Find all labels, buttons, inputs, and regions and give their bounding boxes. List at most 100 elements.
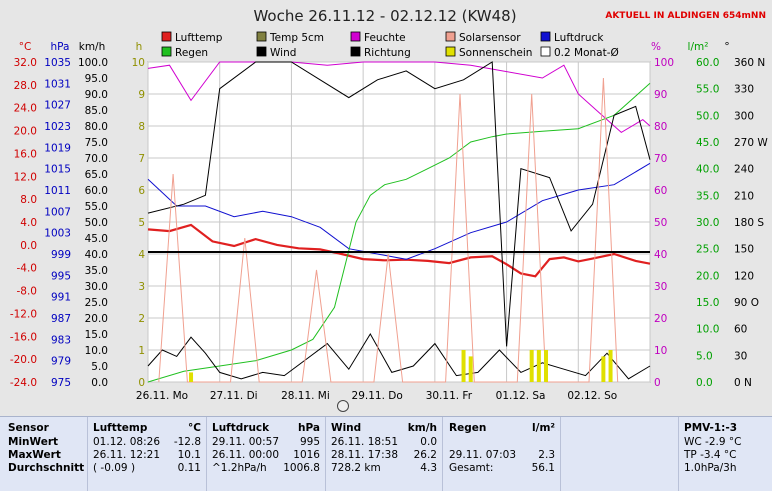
dir-tick-label: 360 N — [734, 57, 765, 69]
rain-tick-label: 25.0 — [696, 244, 719, 256]
luftdruck-avg-value: 1006.8 — [283, 462, 320, 474]
pct-tick-label: 80 — [654, 121, 667, 133]
header-pmv: PMV-1:-3 — [684, 422, 738, 434]
header-luftdruck-unit: hPa — [298, 422, 320, 434]
legend-label: Richtung — [364, 47, 411, 59]
speed-tick-label: 10.0 — [85, 345, 108, 357]
regen-max-value: 2.3 — [538, 449, 555, 461]
pct-tick-label: 60 — [654, 185, 667, 197]
pct-tick-label: 10 — [654, 345, 667, 357]
sunshine-bar — [189, 372, 194, 382]
regen-max-time: 29.11. 07:03 — [449, 449, 516, 461]
speed-tick-label: 20.0 — [85, 313, 108, 325]
press-tick-label: 979 — [51, 356, 71, 368]
regen-line — [147, 82, 651, 383]
press-tick-label: 995 — [51, 270, 71, 282]
x-axis-labels: 26.11. Mo 27.11. Di 28.11. Mi 29.11. Do 30.1… — [136, 390, 617, 402]
dir-tick-label: 150 — [734, 244, 754, 256]
lufttemp-avg-trend: ( -0.09 ) — [93, 462, 136, 474]
legend-label: Solarsensor — [459, 32, 521, 44]
h-tick-label: 3 — [138, 281, 145, 293]
x-tick-label: 27.11. Di — [210, 390, 258, 402]
scroll-handle[interactable] — [337, 400, 349, 412]
h-tick-label: 5 — [138, 217, 145, 229]
legend-label: Sonnenschein — [459, 47, 532, 59]
series-layer — [147, 61, 651, 383]
h-tick-label: 6 — [138, 185, 145, 197]
press-tick-label: 1023 — [44, 121, 71, 133]
pmv-windchill: WC -2.9 °C — [684, 436, 742, 448]
legend-label: Temp 5cm — [269, 32, 324, 44]
rain-tick-label: 20.0 — [696, 270, 719, 282]
header-wind: Wind — [331, 422, 362, 434]
col-divider — [678, 417, 679, 491]
speed-tick-label: 85.0 — [85, 105, 108, 117]
row-label-avg: Durchschnitt — [8, 462, 85, 474]
speed-tick-label: 60.0 — [85, 185, 108, 197]
weather-chart: Woche 26.11.12 - 02.12.12 (KW48) AKTUELL… — [10, 7, 769, 402]
x-tick-label: 29.11. Do — [352, 390, 403, 402]
speed-tick-label: 5.0 — [91, 361, 108, 373]
press-tick-label: 987 — [51, 313, 71, 325]
press-tick-label: 1003 — [44, 228, 71, 240]
pct-tick-label: 50 — [654, 217, 667, 229]
temp-tick-label: -24.0 — [10, 377, 37, 389]
lufttemp-min-time: 01.12. 08:26 — [93, 436, 160, 448]
rain-tick-label: 30.0 — [696, 217, 719, 229]
temp-tick-label: -8.0 — [17, 286, 38, 298]
dir-tick-label: 180 S — [734, 217, 764, 229]
lufttemp-min-value: -12.8 — [173, 436, 201, 448]
speed-tick-label: 75.0 — [85, 137, 108, 149]
legend-label: Wind — [270, 47, 296, 59]
pmv-pressure-trend: 1.0hPa/3h — [684, 462, 737, 474]
x-tick-label: 26.11. Mo — [136, 390, 188, 402]
speed-tick-label: 30.0 — [85, 281, 108, 293]
speed-tick-label: 80.0 — [85, 121, 108, 133]
chart-title: Woche 26.11.12 - 02.12.12 (KW48) — [253, 7, 516, 25]
pct-tick-label: 40 — [654, 249, 667, 261]
rain-axis-unit: l/m² — [688, 41, 709, 53]
h-tick-label: 10 — [132, 57, 145, 69]
temp-tick-label: 0.0 — [20, 240, 37, 252]
rain-tick-label: 15.0 — [696, 297, 719, 309]
row-label-max: MaxWert — [8, 449, 61, 461]
speed-axis-unit: km/h — [79, 41, 106, 53]
header-lufttemp: Lufttemp — [93, 422, 148, 434]
luftdruck-min-value: 995 — [299, 436, 320, 448]
dir-tick-label: 0 N — [734, 377, 752, 389]
temp-tick-label: 12.0 — [14, 171, 37, 183]
luftdruck-line — [147, 162, 651, 260]
speed-tick-label: 90.0 — [85, 89, 108, 101]
dir-tick-label: 330 — [734, 84, 754, 96]
wind-distance: 728.2 km — [331, 462, 381, 474]
press-tick-label: 1007 — [44, 206, 71, 218]
feuchte-line — [147, 61, 651, 134]
temp-tick-label: -4.0 — [17, 263, 38, 275]
speed-tick-label: 45.0 — [85, 233, 108, 245]
legend-label: Lufttemp — [175, 32, 223, 44]
col-divider — [560, 417, 561, 491]
lufttemp-max-value: 10.1 — [177, 449, 201, 461]
pct-tick-label: 100 — [654, 57, 674, 69]
header-wind-unit: km/h — [407, 422, 437, 434]
speed-tick-label: 50.0 — [85, 217, 108, 229]
press-tick-label: 991 — [51, 292, 71, 304]
lufttemp-avg-value: 0.11 — [177, 462, 201, 474]
rain-tick-label: 40.0 — [696, 164, 719, 176]
legend-swatch — [350, 31, 361, 42]
sunshine-bar — [608, 350, 613, 382]
legend-swatch — [256, 31, 267, 42]
axis-ticks: 32.028.024.020.016.012.08.04.00.0-4.0-8.… — [10, 57, 769, 389]
speed-tick-label: 95.0 — [85, 73, 108, 85]
humidity-axis-unit: % — [651, 41, 661, 53]
press-tick-label: 1027 — [44, 100, 71, 112]
speed-tick-label: 35.0 — [85, 265, 108, 277]
x-tick-label: 28.11. Mi — [281, 390, 330, 402]
speed-tick-label: 25.0 — [85, 297, 108, 309]
rain-tick-label: 55.0 — [696, 84, 719, 96]
wind-max-value: 26.2 — [413, 449, 437, 461]
speed-tick-label: 65.0 — [85, 169, 108, 181]
header-luftdruck: Luftdruck — [212, 422, 270, 434]
temp-tick-label: -12.0 — [10, 308, 37, 320]
sunshine-bar — [544, 350, 549, 382]
